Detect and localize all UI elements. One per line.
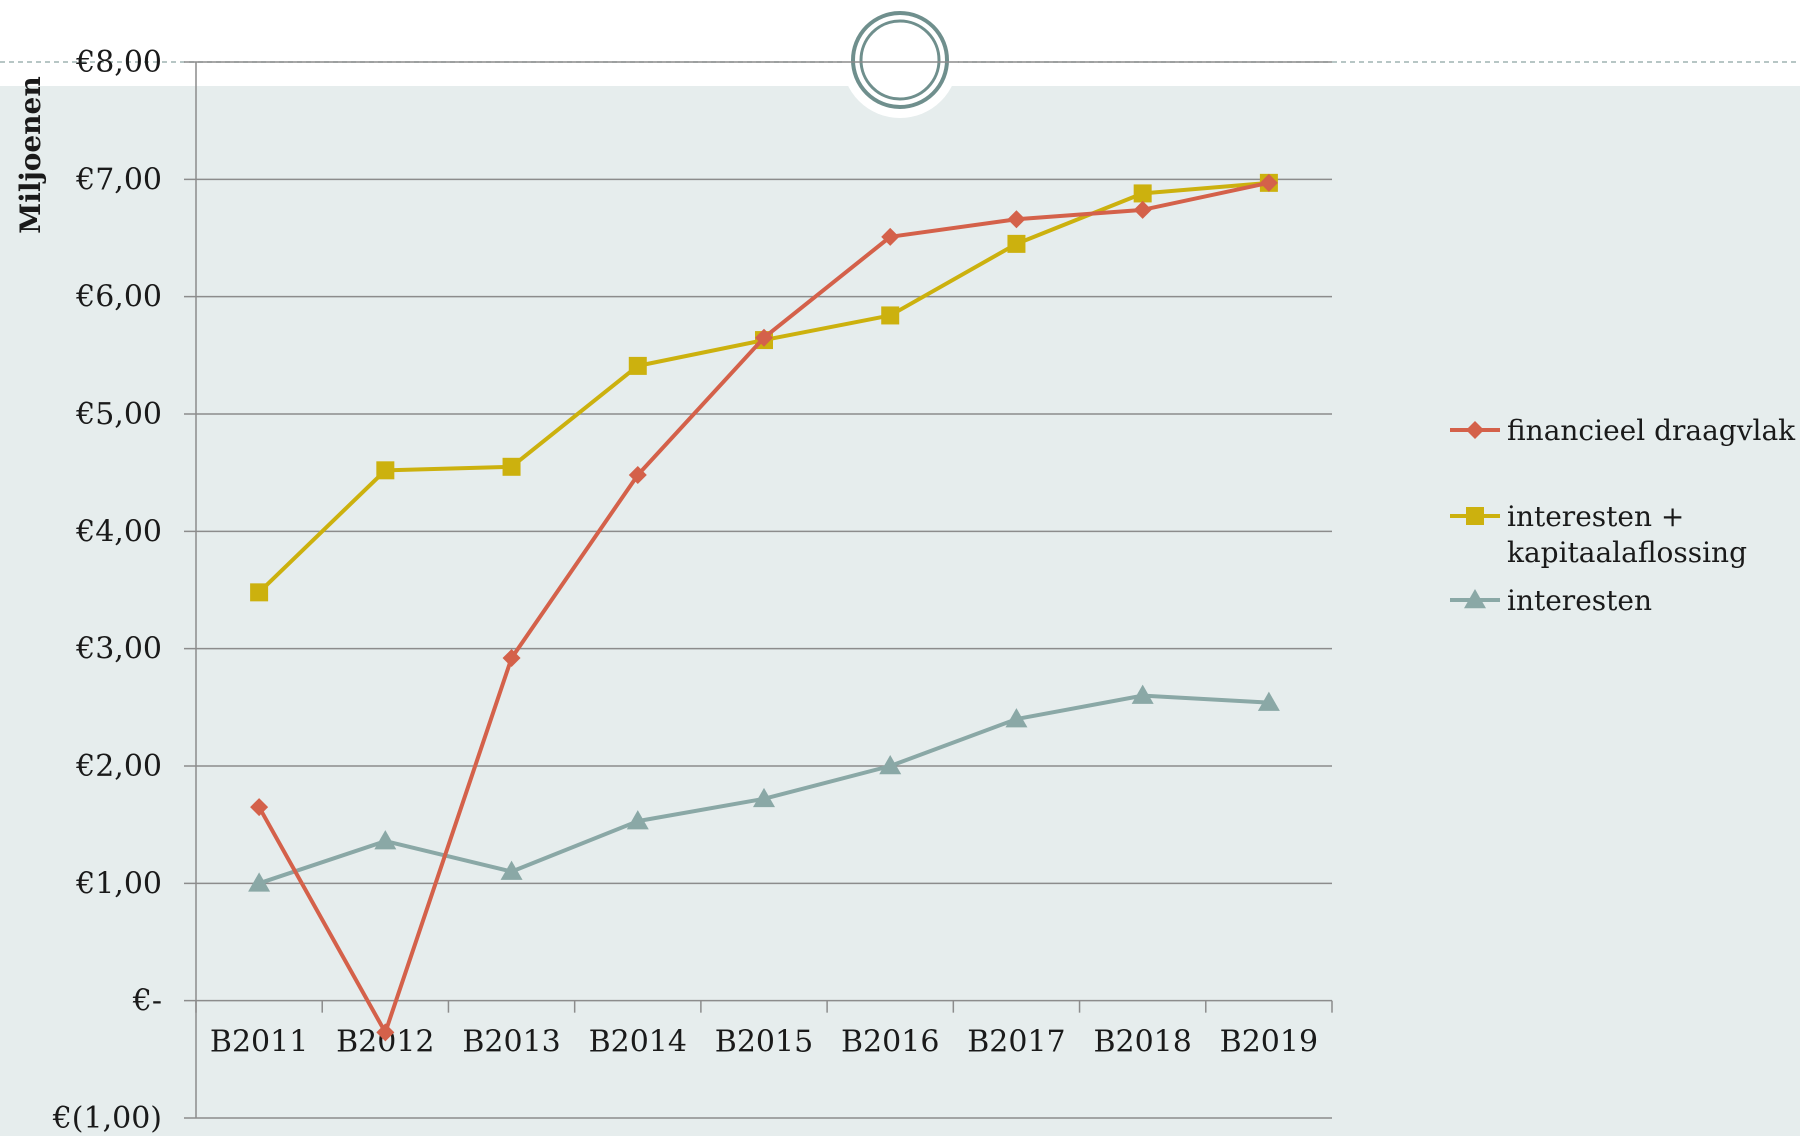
legend-label: interesten — [1507, 584, 1652, 617]
y-tick-label: €7,00 — [75, 162, 162, 197]
y-axis-ticks: €(1,00) €- €1,00 €2,00 €3,00 €4,00 €5,00 €6,00 €… — [52, 45, 162, 1136]
data-point — [250, 583, 269, 602]
series-diamond — [250, 173, 1278, 1042]
data-point — [1133, 200, 1152, 219]
series-group — [248, 173, 1280, 1042]
data-point — [1007, 210, 1026, 229]
x-axis-ticks: B2011 B2012 B2013 B2014 B2015 B2016 B2017 B2018… — [210, 1025, 1318, 1060]
legend-marker — [1464, 589, 1486, 609]
legend-label: interesten + — [1507, 500, 1684, 533]
data-point — [500, 860, 523, 880]
y-tick-label: €1,00 — [75, 866, 162, 901]
data-point — [376, 1023, 395, 1042]
legend-marker — [1466, 421, 1484, 439]
legend-item: interesten — [1450, 584, 1652, 617]
x-tick-label: B2013 — [462, 1025, 560, 1060]
data-point — [628, 466, 647, 485]
y-tick-label: €(1,00) — [52, 1101, 162, 1136]
y-tick-label: €5,00 — [75, 397, 162, 432]
data-point — [628, 356, 647, 375]
double-ring-ornament-icon — [842, 2, 958, 118]
data-point — [753, 787, 775, 808]
data-point — [1005, 708, 1028, 728]
axes — [195, 62, 1333, 1118]
data-point — [248, 872, 271, 892]
data-point — [626, 810, 649, 830]
data-point — [1259, 173, 1278, 192]
data-point — [250, 798, 269, 817]
data-point — [502, 649, 521, 668]
y-axis-title: Miljoenen — [14, 76, 47, 233]
x-tick-label: B2019 — [1220, 1025, 1318, 1060]
x-tick-label: B2015 — [715, 1025, 813, 1060]
legend-marker — [1466, 507, 1484, 525]
data-point — [1257, 691, 1280, 711]
y-tick-label: €4,00 — [75, 514, 162, 549]
x-tick-label: B2014 — [589, 1025, 687, 1060]
data-point — [1007, 234, 1026, 253]
grid — [184, 61, 1332, 1119]
x-tick-label: B2017 — [967, 1025, 1065, 1060]
data-point — [502, 457, 521, 476]
y-tick-label: €2,00 — [75, 749, 162, 784]
data-point — [881, 306, 900, 325]
y-tick-label: €6,00 — [75, 280, 162, 315]
legend-item: financieel draagvlak — [1450, 414, 1796, 447]
legend-label: kapitaalaflossing — [1507, 536, 1747, 569]
data-point — [881, 227, 900, 246]
data-point — [1131, 684, 1154, 704]
x-tick-label: B2018 — [1093, 1025, 1191, 1060]
legend: financieel draagvlak interesten +kapitaal… — [1450, 414, 1796, 617]
x-tick-label: B2016 — [841, 1025, 939, 1060]
data-point — [755, 328, 773, 347]
x-tick-label: B2011 — [210, 1025, 308, 1060]
y-tick-label: €3,00 — [75, 632, 162, 667]
data-point — [376, 461, 395, 480]
y-tick-label: €- — [132, 984, 162, 1019]
data-point — [1133, 184, 1152, 203]
legend-label: financieel draagvlak — [1507, 414, 1796, 447]
legend-item: interesten +kapitaalaflossing — [1450, 500, 1747, 569]
data-point — [374, 830, 397, 850]
panel-background — [0, 86, 1800, 1136]
series-triangle — [248, 684, 1280, 892]
y-tick-label: €8,00 — [75, 45, 162, 80]
data-point — [879, 755, 902, 775]
